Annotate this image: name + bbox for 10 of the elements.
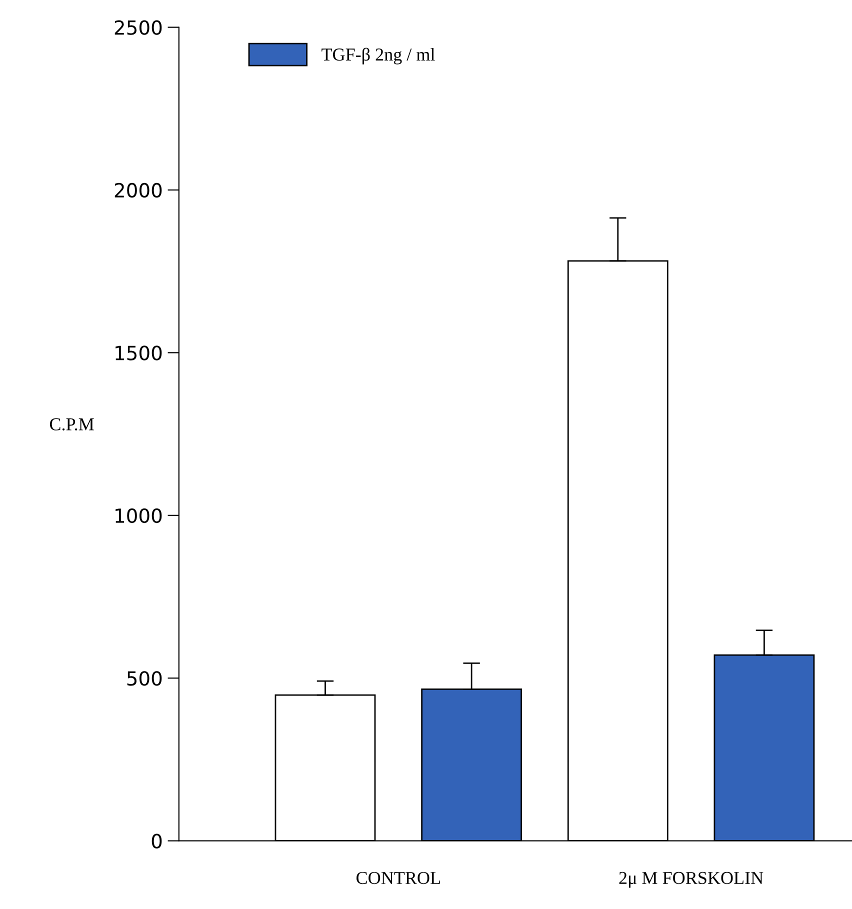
y-tick-label: 1000 <box>116 508 162 524</box>
y-tick-label: 1500 <box>116 346 162 360</box>
x-tick-label: 2μ M FORSKOLIN <box>619 872 764 888</box>
y-axis-title: C.P.M <box>50 418 94 430</box>
y-tick-label: 2500 <box>114 20 162 35</box>
legend-label: TGF-β 2ng / ml <box>322 48 435 64</box>
x-tick-label: CONTROL <box>356 872 440 884</box>
y-tick-label: 500 <box>127 671 162 686</box>
y-tick-label: 0 <box>152 834 162 848</box>
y-tick-label: 2000 <box>114 182 162 198</box>
